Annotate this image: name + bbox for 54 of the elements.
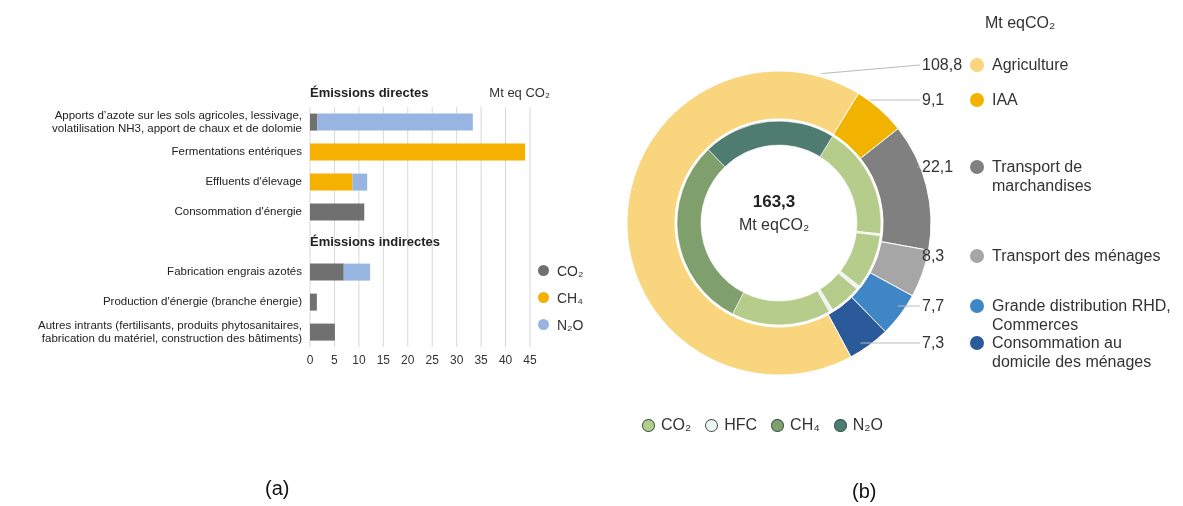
- legend-label: Transport des ménages: [992, 246, 1162, 265]
- x-tick-label: 25: [425, 352, 440, 367]
- text: (b): [852, 480, 877, 503]
- bar: [310, 263, 344, 281]
- text: 163,3: [751, 192, 797, 212]
- data-label: 8,3: [922, 246, 946, 265]
- annotation: Émissions indirectes: [310, 234, 441, 249]
- bar: [310, 173, 353, 191]
- legend-label: CH₄: [557, 289, 583, 306]
- bar: [310, 293, 317, 311]
- x-tick-label: 5: [331, 352, 339, 367]
- x-tick-label: 0: [306, 352, 314, 367]
- x-axis-title: Mt eq CO₂: [488, 85, 550, 100]
- y-tick-label: Autres intrants (fertilisants, produits phytosanitaires, fabrication du matériel, construction des bâtiments): [38, 318, 303, 344]
- y-tick-label: Apports d’azote sur les sols agricoles, lessivage, volatilisation NH3, apport de chaux et de dolomie: [52, 108, 302, 134]
- y-tick-label: Effluents d'élevage: [205, 175, 302, 188]
- legend-label: Grande distribution RHD, Commerces: [992, 296, 1172, 334]
- legend-label: Transport de marchandises: [992, 157, 1093, 195]
- bar: [317, 113, 473, 131]
- bar: [310, 203, 365, 221]
- x-tick-label: 30: [449, 352, 464, 367]
- legend-label: N₂O: [557, 316, 584, 333]
- x-tick-label: 15: [376, 352, 391, 367]
- legend-label: N₂O: [852, 416, 883, 434]
- data-label: 7,7: [922, 296, 946, 315]
- y-tick-label: Consommation d'énergie: [174, 205, 302, 218]
- legend-label: Consommation au domicile des ménages: [992, 333, 1153, 371]
- bar: [310, 143, 526, 161]
- bar: [352, 173, 368, 191]
- x-tick-label: 35: [474, 352, 489, 367]
- y-tick-label: Fermentations entériques: [171, 145, 303, 158]
- legend-label: Agriculture: [992, 55, 1070, 74]
- legend-label: HFC: [724, 416, 758, 434]
- bar: [343, 263, 371, 281]
- text: (a): [265, 477, 290, 500]
- bar: [310, 323, 335, 341]
- text: Émissions directes: [310, 85, 429, 100]
- x-tick-label: 10: [352, 352, 366, 367]
- legend-label: IAA: [992, 90, 1019, 109]
- legend-label: CO₂: [557, 262, 584, 279]
- data-label: 22,1: [922, 157, 955, 176]
- text: Mt eqCO₂: [985, 14, 1056, 32]
- x-tick-label: 45: [523, 352, 537, 367]
- legend-label: CH₄: [790, 416, 820, 434]
- data-label: 108,8: [922, 55, 964, 74]
- x-tick-label: 20: [401, 352, 415, 367]
- bar: [310, 113, 318, 131]
- y-tick-label: Production d'énergie (branche énergie): [102, 295, 303, 308]
- x-tick-label: 40: [498, 352, 513, 367]
- data-label: 7,3: [922, 333, 946, 352]
- text: Mt eqCO₂: [737, 216, 811, 234]
- data-label: 9,1: [922, 90, 946, 109]
- y-tick-label: Fabrication engrais azotés: [167, 265, 303, 278]
- legend-label: CO₂: [661, 416, 692, 434]
